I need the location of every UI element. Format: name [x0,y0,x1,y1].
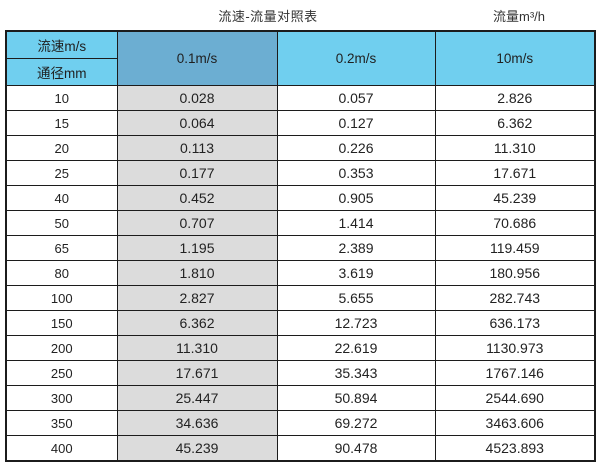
table-row: 25 0.177 0.353 17.671 [5,160,596,186]
flow-value-cell: 70.686 [434,210,596,236]
flow-value-cell: 45.239 [116,435,278,462]
velocity-column-header-0-2: 0.2m/s [276,30,436,86]
flow-value-cell: 2.389 [276,235,436,261]
table-row: 100 2.827 5.655 282.743 [5,285,596,311]
flow-value-cell: 0.177 [116,160,278,186]
table-row: 300 25.447 50.894 2544.690 [5,385,596,411]
diameter-cell: 150 [5,310,118,336]
diameter-cell: 20 [5,135,118,161]
diameter-cell: 50 [5,210,118,236]
flow-value-cell: 25.447 [116,385,278,411]
flow-value-cell: 34.636 [116,410,278,436]
flow-value-cell: 69.272 [276,410,436,436]
table-body: 10 0.028 0.057 2.826 15 0.064 0.127 6.362 20 0.11… [5,85,596,462]
flow-value-cell: 282.743 [434,285,596,311]
flow-value-cell: 1.810 [116,260,278,286]
flow-value-cell: 4523.893 [434,435,596,462]
flow-value-cell: 6.362 [116,310,278,336]
flow-value-cell: 12.723 [276,310,436,336]
titlebar: 流速-流量对照表 流量m³/h [0,0,600,30]
flow-value-cell: 3.619 [276,260,436,286]
flow-value-cell: 11.310 [116,335,278,361]
diameter-cell: 10 [5,85,118,111]
flow-value-cell: 6.362 [434,110,596,136]
flow-value-cell: 2.826 [434,85,596,111]
table-row: 20 0.113 0.226 11.310 [5,135,596,161]
diameter-cell: 300 [5,385,118,411]
diameter-cell: 100 [5,285,118,311]
diameter-cell: 65 [5,235,118,261]
table-row: 250 17.671 35.343 1767.146 [5,360,596,386]
flow-value-cell: 2.827 [116,285,278,311]
diameter-cell: 40 [5,185,118,211]
table-row: 65 1.195 2.389 119.459 [5,235,596,261]
table-row: 40 0.452 0.905 45.239 [5,185,596,211]
flow-value-cell: 0.452 [116,185,278,211]
flow-value-cell: 35.343 [276,360,436,386]
table-row: 50 0.707 1.414 70.686 [5,210,596,236]
flow-value-cell: 0.028 [116,85,278,111]
header-velocity-label: 流速m/s [5,30,118,59]
table-header: 流速m/s 0.1m/s 0.2m/s 10m/s 通径mm [5,30,596,86]
flow-unit-label: 流量m³/h [492,9,546,24]
flow-value-cell: 1130.973 [434,335,596,361]
table-row: 200 11.310 22.619 1130.973 [5,335,596,361]
diameter-cell: 250 [5,360,118,386]
flow-value-cell: 1.414 [276,210,436,236]
velocity-column-header-10: 10m/s [434,30,596,86]
flow-value-cell: 1.195 [116,235,278,261]
flow-value-cell: 1767.146 [434,360,596,386]
header-diameter-label: 通径mm [5,58,118,86]
table-row: 10 0.028 0.057 2.826 [5,85,596,111]
table-title: 流速-流量对照表 [218,9,318,24]
diameter-cell: 15 [5,110,118,136]
flow-value-cell: 0.226 [276,135,436,161]
flow-value-cell: 180.956 [434,260,596,286]
flow-value-cell: 119.459 [434,235,596,261]
flow-value-cell: 11.310 [434,135,596,161]
flow-value-cell: 0.113 [116,135,278,161]
flow-value-cell: 0.057 [276,85,436,111]
diameter-cell: 80 [5,260,118,286]
flow-rate-table: 流速m/s 0.1m/s 0.2m/s 10m/s 通径mm 10 0.028 0.… [5,30,596,462]
diameter-cell: 200 [5,335,118,361]
flow-value-cell: 3463.606 [434,410,596,436]
diameter-cell: 400 [5,435,118,462]
flow-value-cell: 0.353 [276,160,436,186]
flow-value-cell: 2544.690 [434,385,596,411]
flow-value-cell: 0.905 [276,185,436,211]
table-row: 15 0.064 0.127 6.362 [5,110,596,136]
flow-value-cell: 5.655 [276,285,436,311]
flow-value-cell: 45.239 [434,185,596,211]
diameter-cell: 25 [5,160,118,186]
diameter-cell: 350 [5,410,118,436]
table-row: 150 6.362 12.723 636.173 [5,310,596,336]
table-row: 80 1.810 3.619 180.956 [5,260,596,286]
flow-value-cell: 22.619 [276,335,436,361]
table-row: 400 45.239 90.478 4523.893 [5,435,596,462]
flow-value-cell: 0.127 [276,110,436,136]
table-row: 350 34.636 69.272 3463.606 [5,410,596,436]
velocity-column-header-0-1: 0.1m/s [116,30,278,86]
flow-value-cell: 636.173 [434,310,596,336]
flow-value-cell: 0.064 [116,110,278,136]
flow-value-cell: 50.894 [276,385,436,411]
flow-value-cell: 17.671 [116,360,278,386]
flow-value-cell: 17.671 [434,160,596,186]
flow-value-cell: 0.707 [116,210,278,236]
flow-value-cell: 90.478 [276,435,436,462]
